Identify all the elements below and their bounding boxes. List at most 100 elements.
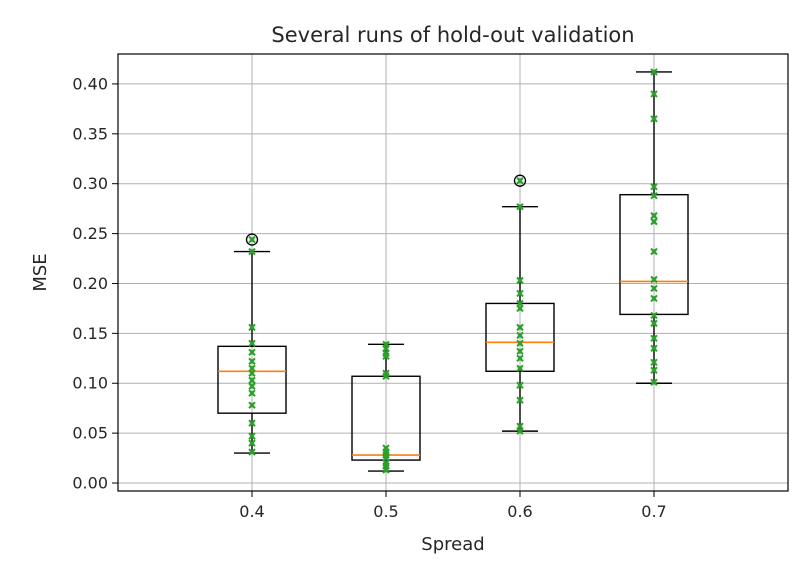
y-tick-label: 0.30 [72, 174, 108, 193]
data-point-dot [651, 184, 657, 190]
data-point-dot [651, 116, 657, 122]
data-point [248, 369, 256, 377]
x-tick-label: 0.4 [239, 502, 264, 521]
data-point-dot [651, 313, 657, 318]
data-point [248, 401, 256, 409]
data-point [382, 466, 390, 474]
data-point-dot [651, 345, 657, 351]
data-point [516, 289, 524, 298]
data-point-dot [517, 204, 523, 210]
data-point-dot [517, 382, 523, 388]
grid-lines [118, 54, 788, 491]
data-points [248, 68, 658, 474]
data-point-dot [517, 332, 523, 338]
data-point-dot [249, 237, 255, 242]
y-tick-label: 0.15 [72, 324, 108, 343]
data-point-dot [651, 277, 657, 282]
data-point [382, 352, 390, 361]
y-tick-label: 0.20 [72, 274, 108, 293]
data-point [248, 357, 256, 366]
data-point-dot [383, 455, 389, 461]
data-point [382, 372, 390, 380]
data-point [650, 247, 658, 256]
data-point [248, 247, 256, 256]
data-point-dot [383, 345, 389, 351]
data-point-dot [383, 373, 389, 379]
data-point-dot [249, 402, 255, 408]
data-point-dot [249, 365, 255, 371]
chart-title: Several runs of hold-out validation [271, 23, 634, 47]
data-point-dot [651, 193, 657, 199]
data-point-dot [651, 379, 657, 385]
data-point-dot [249, 358, 255, 364]
data-point [248, 432, 256, 440]
data-point-dot [517, 291, 523, 296]
data-point-dot [383, 341, 389, 347]
data-point-dot [651, 249, 657, 254]
data-point [650, 319, 658, 328]
y-tick-label: 0.10 [72, 374, 108, 393]
y-tick-label: 0.00 [72, 474, 108, 493]
data-point-dot [651, 320, 657, 326]
data-point [650, 294, 658, 303]
data-point [650, 115, 658, 123]
flier-marker [513, 174, 527, 187]
data-point-dot [651, 359, 657, 365]
data-point-dot [517, 324, 523, 330]
data-point [248, 382, 256, 390]
data-point-dot [383, 445, 389, 451]
data-point [516, 202, 524, 211]
data-point-dot [249, 370, 255, 376]
data-point-dot [651, 91, 657, 97]
data-point [650, 217, 658, 226]
data-point-dot [249, 349, 255, 355]
data-point [650, 191, 658, 200]
data-point-dot [651, 367, 657, 373]
data-point-dot [249, 449, 255, 455]
data-point-dot [517, 365, 523, 371]
data-point-dot [517, 340, 523, 346]
data-point-dot [517, 301, 523, 306]
data-point [248, 419, 256, 427]
data-point-dot [517, 278, 523, 283]
y-tick-label: 0.25 [72, 224, 108, 243]
data-point [516, 276, 524, 285]
data-point-dot [517, 428, 523, 434]
data-point [650, 90, 658, 98]
data-point [650, 275, 658, 284]
data-point-dot [383, 353, 389, 359]
data-point-dot [517, 348, 523, 354]
data-point [248, 448, 256, 456]
data-point-dot [249, 324, 255, 330]
data-point-dot [651, 219, 657, 225]
y-axis-label: MSE [30, 253, 51, 291]
data-point-dot [249, 420, 255, 426]
data-point-dot [651, 69, 657, 75]
data-point [516, 177, 524, 185]
data-point-dot [651, 296, 657, 301]
data-point [650, 68, 658, 76]
data-point-dot [383, 467, 389, 473]
data-point-dot [517, 178, 523, 184]
data-point-dot [517, 423, 523, 429]
flier-marker [245, 233, 259, 246]
data-point [516, 331, 524, 340]
data-point [650, 311, 658, 320]
y-tick-label: 0.05 [72, 424, 108, 443]
x-tick-label: 0.6 [507, 502, 532, 521]
x-tick-label: 0.5 [373, 502, 398, 521]
x-tick-label: 0.7 [641, 502, 666, 521]
data-point [650, 334, 658, 343]
data-point [516, 323, 524, 332]
x-axis-label: Spread [421, 534, 484, 555]
data-point-dot [249, 383, 255, 389]
data-point [516, 304, 524, 313]
data-point-dot [249, 377, 255, 383]
data-point-dot [517, 355, 523, 361]
data-point-dot [383, 463, 389, 469]
data-point [248, 235, 256, 244]
data-point [516, 339, 524, 348]
data-point-dot [249, 390, 255, 396]
data-point-dot [249, 249, 255, 254]
